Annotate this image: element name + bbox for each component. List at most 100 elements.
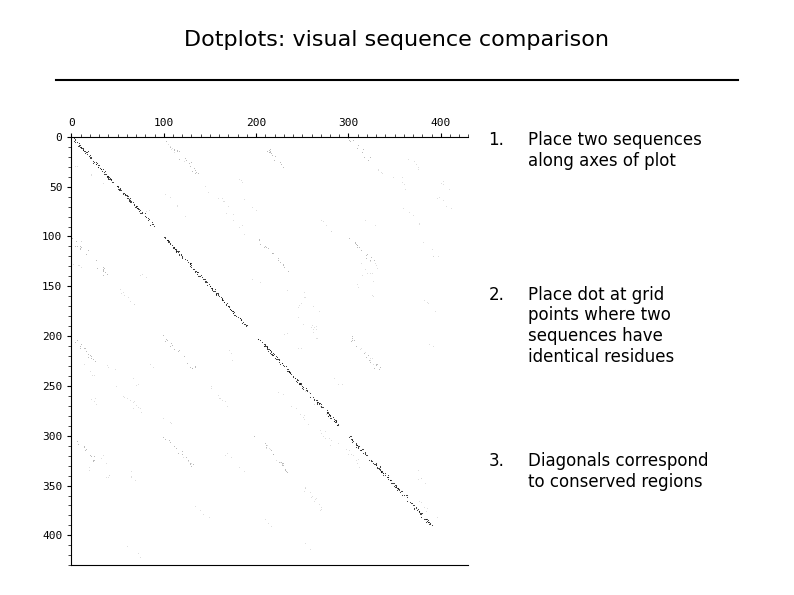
Point <box>400 490 413 500</box>
Point <box>277 461 290 470</box>
Point <box>130 203 143 212</box>
Point <box>118 392 131 402</box>
Point <box>95 453 108 463</box>
Point <box>68 136 81 146</box>
Point <box>134 208 147 218</box>
Point <box>347 135 360 145</box>
Point <box>415 512 428 521</box>
Point <box>238 195 251 204</box>
Point <box>130 203 143 212</box>
Point <box>264 444 277 453</box>
Point <box>85 353 98 362</box>
Point <box>179 154 191 163</box>
Point <box>85 451 98 461</box>
Point <box>349 237 361 246</box>
Point <box>75 236 87 246</box>
Point <box>331 438 344 447</box>
Point <box>354 245 367 255</box>
Point <box>91 160 104 170</box>
Point <box>121 292 134 302</box>
Point <box>347 450 360 459</box>
Point <box>330 420 343 430</box>
Point <box>117 392 129 401</box>
Point <box>156 432 169 441</box>
Point <box>265 349 278 359</box>
Point <box>145 218 158 227</box>
Point <box>146 219 159 228</box>
Point <box>349 442 362 452</box>
Point <box>71 436 83 446</box>
Point <box>330 416 343 426</box>
Point <box>170 443 183 453</box>
Point <box>407 210 419 220</box>
Point <box>157 233 170 242</box>
Point <box>98 170 111 179</box>
Point <box>304 393 317 402</box>
Point <box>305 491 318 501</box>
Point <box>183 158 196 168</box>
Point <box>353 242 365 251</box>
Point <box>293 378 306 388</box>
Point <box>179 254 191 264</box>
Point <box>254 239 267 249</box>
Point <box>218 298 230 307</box>
Point <box>293 379 306 389</box>
Point <box>105 175 118 184</box>
Point <box>91 263 103 273</box>
Point <box>385 478 398 487</box>
Point <box>268 151 281 160</box>
Point <box>280 467 293 477</box>
Point <box>306 392 319 402</box>
Point <box>184 459 197 468</box>
Point <box>233 223 245 232</box>
Point <box>264 521 277 531</box>
Point <box>314 425 326 435</box>
Point <box>275 159 287 169</box>
Point <box>206 284 218 293</box>
Point <box>117 189 129 198</box>
Point <box>159 336 172 346</box>
Point <box>83 150 96 159</box>
Point <box>319 221 332 230</box>
Point <box>104 175 117 184</box>
Point <box>299 386 312 395</box>
Point <box>413 220 426 229</box>
Point <box>171 146 183 156</box>
Point <box>309 494 322 504</box>
Point <box>175 249 187 259</box>
Point <box>168 242 181 252</box>
Point <box>265 349 278 359</box>
Point <box>225 355 238 364</box>
Point <box>117 188 129 198</box>
Point <box>128 397 141 406</box>
Point <box>440 201 453 211</box>
Text: 3.: 3. <box>488 452 504 470</box>
Point <box>183 459 196 469</box>
Point <box>70 335 83 345</box>
Point <box>240 321 252 330</box>
Point <box>407 500 420 510</box>
Point <box>310 321 322 331</box>
Point <box>278 362 291 371</box>
Point <box>289 403 302 412</box>
Point <box>373 465 386 474</box>
Point <box>324 436 337 445</box>
Point <box>267 350 279 359</box>
Point <box>123 196 136 205</box>
Point <box>260 343 273 352</box>
Point <box>264 347 277 356</box>
Point <box>77 441 90 450</box>
Point <box>381 474 394 484</box>
Point <box>298 486 310 496</box>
Point <box>121 541 133 551</box>
Point <box>437 196 449 205</box>
Point <box>410 505 423 514</box>
Point <box>373 465 386 475</box>
Point <box>371 463 384 472</box>
Point <box>384 475 397 484</box>
Point <box>118 189 130 198</box>
Point <box>260 342 273 352</box>
Point <box>167 243 179 253</box>
Point <box>88 393 101 403</box>
Point <box>71 440 84 449</box>
